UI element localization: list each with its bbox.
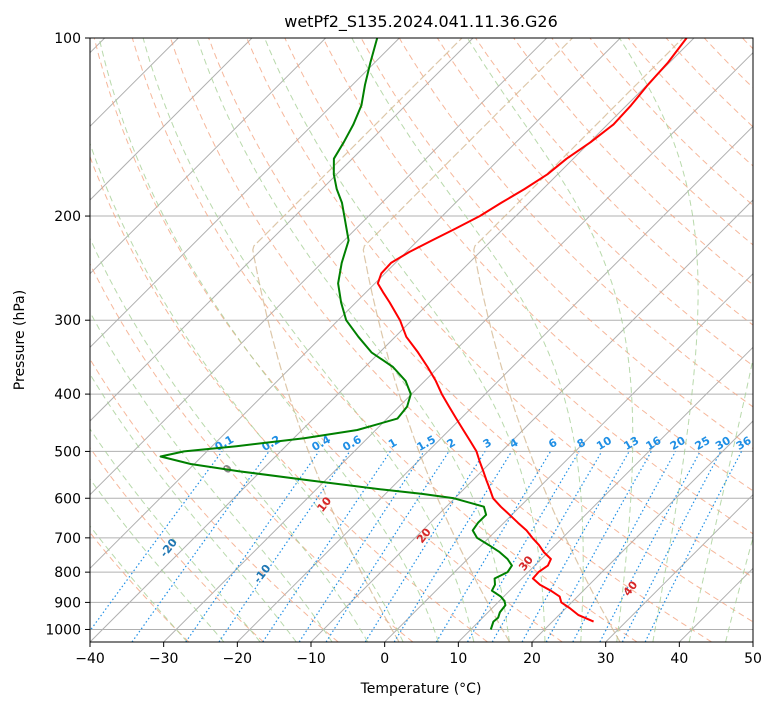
mixing-ratio-line: [545, 451, 652, 642]
mixing-ratio-line: [521, 451, 630, 642]
profile-lines: [159, 38, 688, 630]
moist-adiabat-line: [351, 38, 584, 642]
isotherm-line: [90, 38, 327, 275]
moist-adiabat-line: [688, 356, 753, 642]
dry-adiabat-line: [551, 38, 753, 246]
dry-adiabat-line: [90, 155, 488, 642]
moist-adiabat-line: [90, 478, 225, 642]
isotherm-line: [90, 38, 695, 642]
isotherm-line: [236, 125, 753, 642]
dry-adiabat-line: [208, 38, 753, 623]
isotherm-line: [90, 38, 621, 570]
mixing-ratio-line: [621, 451, 722, 642]
y-tick-label: 400: [54, 387, 81, 403]
y-tick-label: 600: [54, 491, 81, 507]
x-axis-title: Temperature (°C): [360, 681, 482, 697]
mixing-ratio-line: [218, 451, 351, 642]
dry-adiabat-line: [90, 262, 414, 642]
dry-adiabat-line: [360, 38, 753, 450]
isotherm-line: [605, 493, 753, 642]
mixing-ratio-line: [572, 451, 677, 642]
x-axis: −40 −30 −20 −10 0 10 20 30 40 50: [75, 642, 762, 667]
plot-frame: [89, 37, 754, 643]
moist-adiabat-line: [90, 428, 261, 642]
standard-atmosphere-curve: [362, 38, 573, 642]
moist-adiabat-line: [90, 237, 369, 642]
mixing-ratio-line: [131, 451, 270, 642]
dry-adiabat-line: [398, 38, 753, 408]
y-tick-label: 500: [54, 444, 81, 460]
mixing-ratio-line: [185, 451, 320, 642]
x-tick-label: −30: [149, 651, 179, 667]
isotherm-line: [90, 38, 548, 496]
x-tick-label: −10: [296, 651, 326, 667]
dry-adiabat-line: [322, 38, 753, 492]
chart-title: wetPf2_S135.2024.041.11.36.G26: [284, 12, 558, 32]
moist-adiabat-line: [264, 38, 546, 642]
y-tick-label: 300: [54, 313, 81, 329]
dry-adiabat-line: [284, 38, 753, 535]
dry-adiabat-line: [90, 446, 264, 642]
isotherm-line: [163, 51, 753, 642]
y-axis-title: Pressure (hPa): [12, 290, 28, 390]
isotherm-line: [384, 272, 753, 642]
moist-adiabat-line: [90, 525, 188, 642]
mixing-ratio-line: [644, 451, 743, 642]
x-tick-label: 40: [670, 651, 688, 667]
x-tick-label: −40: [75, 651, 105, 667]
mixing-ratio-line: [262, 451, 391, 642]
temperature-profile: [376, 38, 688, 623]
dry-adiabat-line: [170, 38, 712, 642]
dry-adiabat-line: [131, 38, 638, 642]
dry-adiabat-line: [513, 38, 753, 286]
dry-adiabat-line: [246, 38, 753, 578]
moist-adiabat-line: [98, 38, 439, 642]
y-tick-label: 1000: [45, 622, 81, 638]
isotherm-line: [90, 38, 253, 201]
y-tick-label: 700: [54, 531, 81, 547]
y-tick-label: 200: [54, 209, 81, 225]
isotherm-line: [90, 38, 474, 422]
isotherm-line: [531, 420, 753, 642]
mixing-ratio-line: [298, 451, 425, 642]
y-tick-label: 100: [54, 31, 81, 47]
mixing-ratio-label: 36: [734, 434, 754, 453]
moist-adiabat-line: [90, 373, 297, 642]
moist-adiabat-line: [90, 142, 404, 642]
isotherm-line: [90, 38, 400, 349]
y-tick-label: 900: [54, 595, 81, 611]
moist-adiabat-line: [142, 38, 475, 642]
mixing-ratio-line: [393, 451, 513, 642]
x-tick-label: 0: [380, 651, 389, 667]
y-tick-label: 800: [54, 565, 81, 581]
background-lines: [90, 38, 753, 642]
moist-adiabat-line: [618, 38, 699, 642]
isotherm-line: [457, 346, 753, 642]
x-tick-label: 30: [597, 651, 615, 667]
y-axis: 100 200 300 400 500 600 700 800 900 1000: [45, 31, 90, 638]
x-tick-label: −20: [223, 651, 253, 667]
mixing-ratio-line: [325, 451, 450, 642]
moist-adiabat-line: [90, 311, 333, 642]
x-tick-label: 10: [449, 651, 467, 667]
dewpoint-profile: [159, 38, 513, 630]
mixing-ratio-line: [90, 451, 223, 632]
standard-atmosphere-curve: [252, 38, 463, 642]
dry-adiabat-line: [436, 38, 753, 367]
x-tick-label: 50: [744, 651, 762, 667]
moist-adiabat-line: [725, 535, 753, 642]
standard-atmosphere-curve: [473, 38, 684, 642]
x-tick-label: 20: [523, 651, 541, 667]
